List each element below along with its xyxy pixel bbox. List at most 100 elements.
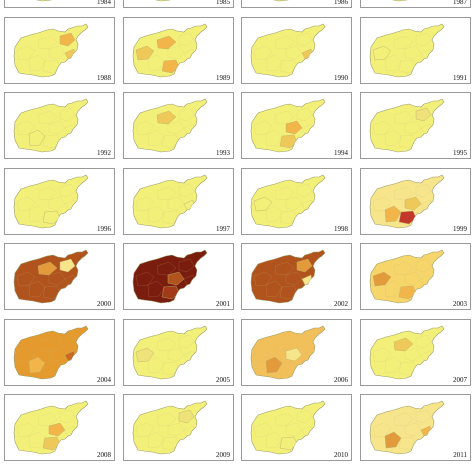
year-label: 1996 xyxy=(97,225,111,233)
country-shape xyxy=(13,249,89,304)
province-border xyxy=(274,110,295,125)
province-border xyxy=(147,205,165,223)
province-border xyxy=(393,35,414,50)
province-regions xyxy=(253,107,313,149)
province-border xyxy=(393,337,414,352)
province-border xyxy=(48,347,66,362)
country-shape xyxy=(250,174,326,229)
year-map-panel-1995: 1995 xyxy=(360,92,471,159)
province-border xyxy=(372,196,392,212)
year-map-panel-1994: 1994 xyxy=(241,92,352,159)
province-border xyxy=(59,183,76,198)
year-map-panel-1984: 1984 xyxy=(4,0,115,8)
province-border xyxy=(48,120,66,135)
country-shape xyxy=(273,0,289,2)
afghanistan-map xyxy=(369,174,445,229)
province-regions xyxy=(372,183,432,225)
province-border xyxy=(135,271,155,287)
year-label: 1997 xyxy=(216,225,230,233)
province-border xyxy=(253,271,273,287)
province-border xyxy=(372,45,392,61)
province-regions xyxy=(372,107,432,149)
province-border xyxy=(285,347,303,362)
province-border xyxy=(16,196,36,212)
year-map-panel-1999: 1999 xyxy=(360,168,471,235)
province-border xyxy=(16,271,36,287)
province-border xyxy=(156,412,177,427)
province-border xyxy=(135,347,155,363)
year-label: 1999 xyxy=(453,225,467,233)
afghanistan-map xyxy=(13,98,89,153)
year-label: 1989 xyxy=(216,74,230,82)
province-patch xyxy=(279,134,298,149)
country-shape xyxy=(155,0,171,2)
province-border xyxy=(147,431,165,449)
country-shape xyxy=(132,98,208,153)
province-regions xyxy=(16,409,76,451)
afghanistan-map xyxy=(132,400,208,455)
country-shape xyxy=(369,23,445,78)
province-border xyxy=(296,32,313,47)
year-label: 2003 xyxy=(453,300,467,308)
province-border xyxy=(42,59,61,74)
afghanistan-map xyxy=(13,23,89,78)
province-border xyxy=(42,361,61,376)
province-regions xyxy=(372,258,432,300)
province-border xyxy=(253,45,273,61)
year-label: 2006 xyxy=(334,376,348,384)
province-border xyxy=(167,196,185,211)
year-map-panel-2008: 2008 xyxy=(4,394,115,461)
province-border xyxy=(42,436,61,451)
province-regions xyxy=(253,258,313,300)
province-border xyxy=(279,134,298,149)
province-border xyxy=(274,35,295,50)
year-label: 2008 xyxy=(97,451,111,459)
afghanistan-map xyxy=(132,23,208,78)
year-map-panel-2005: 2005 xyxy=(123,319,234,386)
year-map-panel-2011: 2011 xyxy=(360,394,471,461)
province-border xyxy=(384,129,402,147)
province-border xyxy=(398,134,417,149)
province-border xyxy=(415,183,432,198)
afghanistan-map xyxy=(250,400,326,455)
province-border xyxy=(161,436,180,451)
year-label: 2000 xyxy=(97,300,111,308)
province-border xyxy=(28,129,46,147)
country-shape xyxy=(132,174,208,229)
province-border xyxy=(415,258,432,273)
country-shape xyxy=(132,400,208,455)
year-map-panel-1997: 1997 xyxy=(123,168,234,235)
province-regions xyxy=(372,409,432,451)
country-shape xyxy=(13,98,89,153)
province-regions xyxy=(372,32,432,74)
province-border xyxy=(156,337,177,352)
province-border xyxy=(59,107,76,122)
province-border xyxy=(37,110,58,125)
province-border xyxy=(147,280,165,298)
province-regions xyxy=(135,409,195,451)
year-label: 1991 xyxy=(453,74,467,82)
afghanistan-map xyxy=(369,98,445,153)
province-border xyxy=(167,45,185,60)
province-border xyxy=(404,347,422,362)
afghanistan-map xyxy=(155,0,171,2)
year-map-panel-2009: 2009 xyxy=(123,394,234,461)
year-label: 1998 xyxy=(334,225,348,233)
province-border xyxy=(147,54,165,72)
province-border xyxy=(28,356,46,374)
province-border xyxy=(384,431,402,449)
year-map-panel-1989: 1989 xyxy=(123,17,234,84)
province-border xyxy=(28,54,46,72)
province-border xyxy=(404,422,422,437)
afghanistan-map xyxy=(13,249,89,304)
province-border xyxy=(37,412,58,427)
province-regions xyxy=(135,258,195,300)
province-border xyxy=(161,361,180,376)
province-border xyxy=(384,54,402,72)
afghanistan-map xyxy=(36,0,52,2)
province-border xyxy=(16,120,36,136)
province-border xyxy=(265,54,283,72)
country-shape xyxy=(250,400,326,455)
afghanistan-map xyxy=(250,23,326,78)
afghanistan-map xyxy=(369,23,445,78)
